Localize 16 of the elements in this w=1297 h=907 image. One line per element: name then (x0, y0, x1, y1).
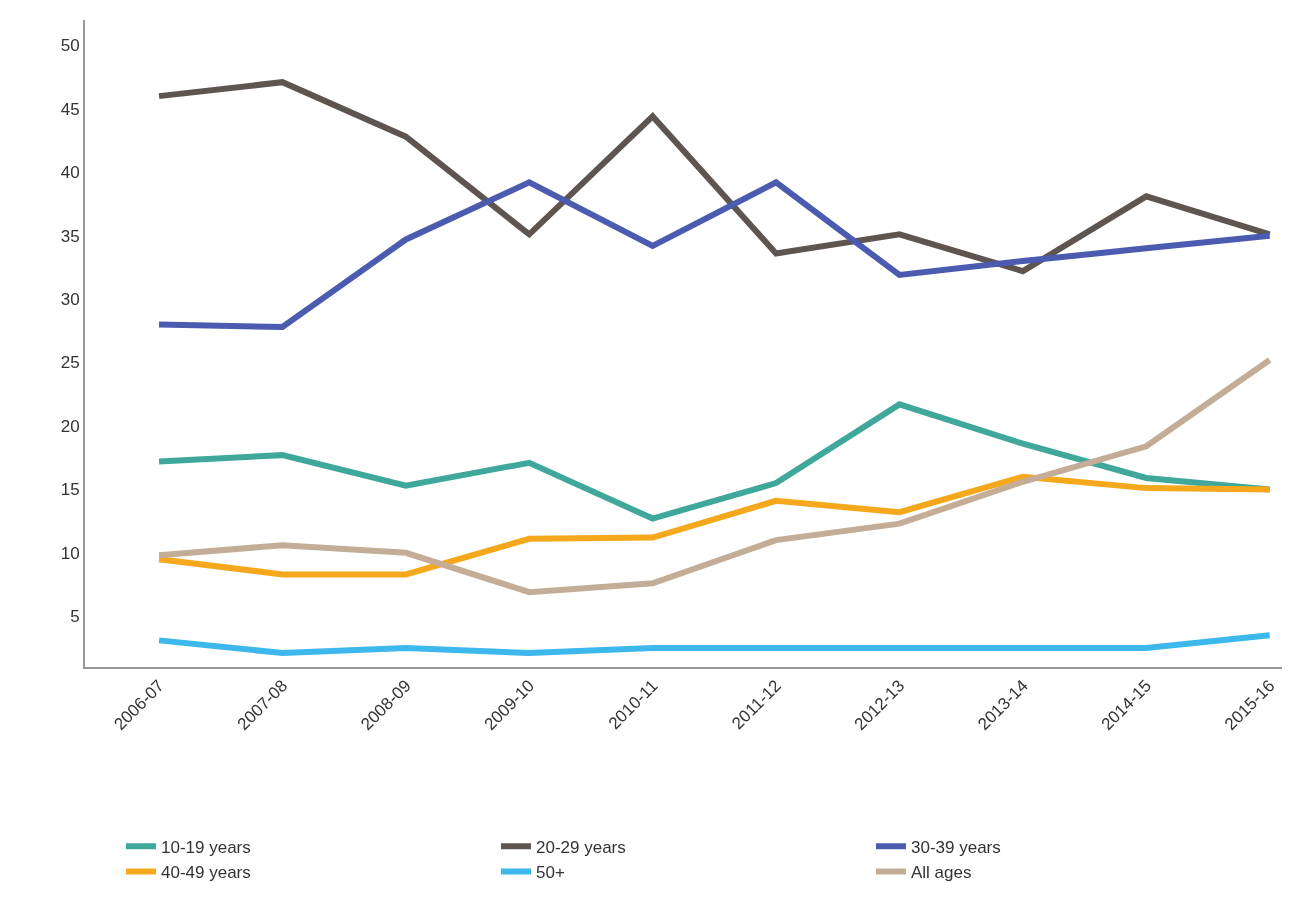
y-tick-label: 10 (60, 543, 80, 563)
y-tick-label: 45 (60, 99, 80, 119)
legend-label: 40-49 years (161, 863, 251, 883)
legend-label: 20-29 years (536, 837, 626, 857)
y-tick-label: 15 (60, 480, 80, 500)
legend-label: 30-39 years (911, 837, 1001, 857)
y-tick-label: 30 (60, 290, 80, 310)
y-tick-label: 40 (60, 163, 80, 183)
y-tick-label: 50 (60, 36, 80, 56)
legend-label: All ages (911, 863, 972, 883)
legend-label: 10-19 years (161, 837, 251, 857)
legend-label: 50+ (536, 863, 565, 883)
y-tick-label: 25 (60, 353, 80, 373)
y-tick-label: 35 (60, 226, 80, 246)
y-tick-label: 20 (60, 416, 80, 436)
y-tick-label: 5 (70, 607, 80, 627)
